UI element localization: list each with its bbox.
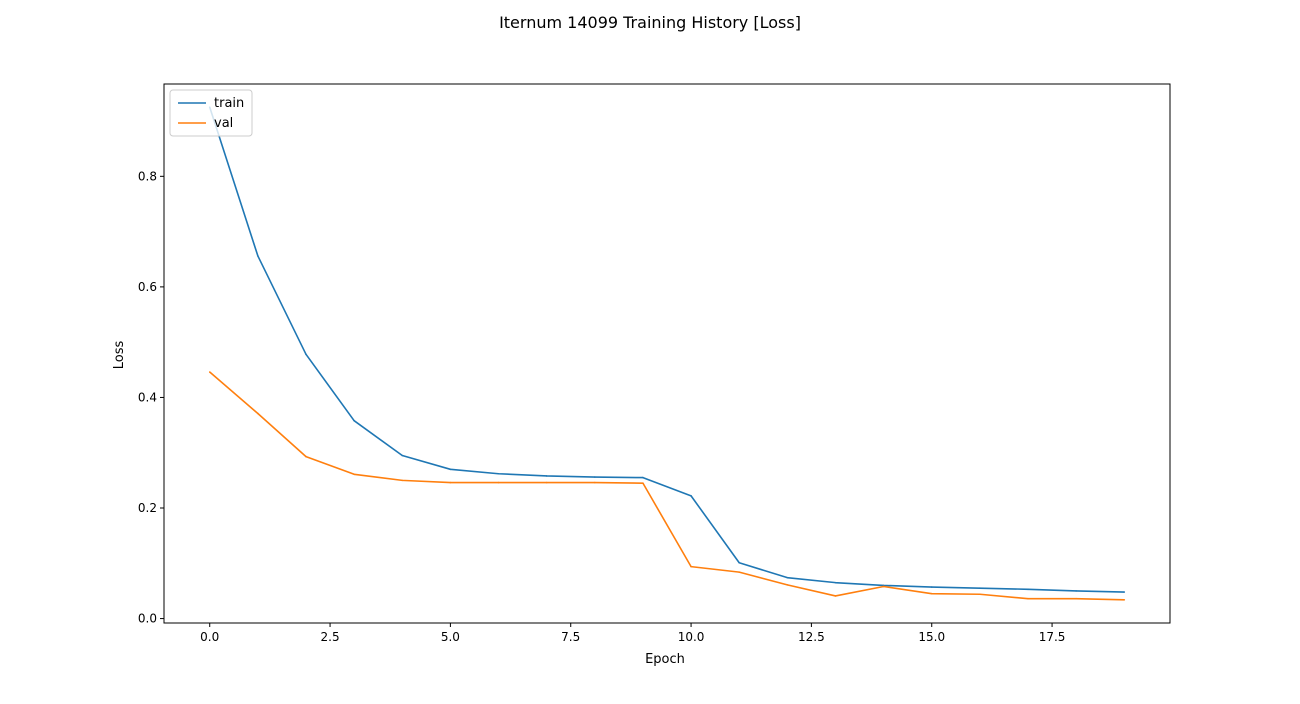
data-point-train [1123, 591, 1126, 593]
x-tick-label: 2.5 [321, 630, 340, 644]
x-tick-label: 0.0 [200, 630, 219, 644]
data-point-train [930, 586, 933, 588]
chart-title: Iternum 14099 Training History [Loss] [499, 13, 801, 32]
data-point-val [642, 482, 644, 484]
x-axis-label: Epoch [645, 652, 685, 667]
data-point-train [834, 581, 837, 584]
data-point-val [257, 412, 259, 415]
data-point-val [979, 593, 981, 596]
data-point-val [401, 479, 404, 482]
series-line-train [208, 106, 1125, 593]
legend: train val [169, 89, 253, 137]
legend-label-val: val [214, 116, 233, 131]
data-point-train [786, 576, 789, 579]
data-point-train [497, 472, 500, 475]
series-line-val [209, 371, 1125, 601]
x-axis: 0.0 2.5 5.0 7.5 10.0 12.5 15.0 17.5 [200, 623, 1065, 644]
data-point-val [497, 481, 500, 484]
data-point-train [593, 476, 596, 478]
data-point-val [882, 585, 885, 588]
x-tick-label: 10.0 [678, 630, 705, 644]
data-point-train [449, 468, 452, 471]
y-tick-label: 0.0 [138, 612, 157, 626]
x-tick-label: 7.5 [561, 630, 580, 644]
y-tick-label: 0.2 [138, 501, 157, 515]
data-point-val [834, 595, 837, 597]
data-point-val [593, 481, 596, 484]
data-point-val [1123, 598, 1126, 601]
data-point-val [1075, 597, 1077, 600]
data-point-val [930, 592, 933, 595]
data-point-train [545, 475, 548, 477]
legend-box [169, 89, 253, 137]
data-point-train [642, 476, 644, 479]
data-point-val [690, 565, 692, 568]
x-tick-label: 15.0 [918, 630, 945, 644]
data-point-train [257, 255, 259, 257]
y-tick-label: 0.6 [138, 280, 157, 294]
plot-area [208, 106, 1126, 601]
data-point-train [690, 495, 692, 497]
data-point-train [979, 587, 981, 589]
data-point-val [353, 473, 355, 476]
data-point-val [545, 481, 548, 484]
data-point-val [305, 455, 307, 458]
y-axis-label: Loss [112, 341, 127, 370]
data-point-val [208, 371, 211, 373]
data-point-train [353, 419, 355, 422]
legend-label-train: train [214, 96, 244, 111]
y-tick-label: 0.8 [138, 169, 157, 183]
data-point-val [1027, 597, 1029, 600]
y-tick-label: 0.4 [138, 390, 157, 404]
data-point-train [1075, 590, 1077, 592]
data-point-train [738, 561, 741, 564]
axes-frame [163, 83, 1171, 624]
data-point-train [401, 454, 404, 457]
x-tick-label: 5.0 [441, 630, 460, 644]
x-tick-label: 17.5 [1039, 630, 1066, 644]
data-point-val [738, 571, 741, 573]
data-point-train [1027, 588, 1029, 591]
data-point-val [786, 584, 789, 586]
y-axis: 0.0 0.2 0.4 0.6 0.8 [138, 169, 164, 626]
data-point-train [305, 353, 307, 356]
data-point-val [449, 481, 452, 484]
x-tick-label: 12.5 [798, 630, 825, 644]
